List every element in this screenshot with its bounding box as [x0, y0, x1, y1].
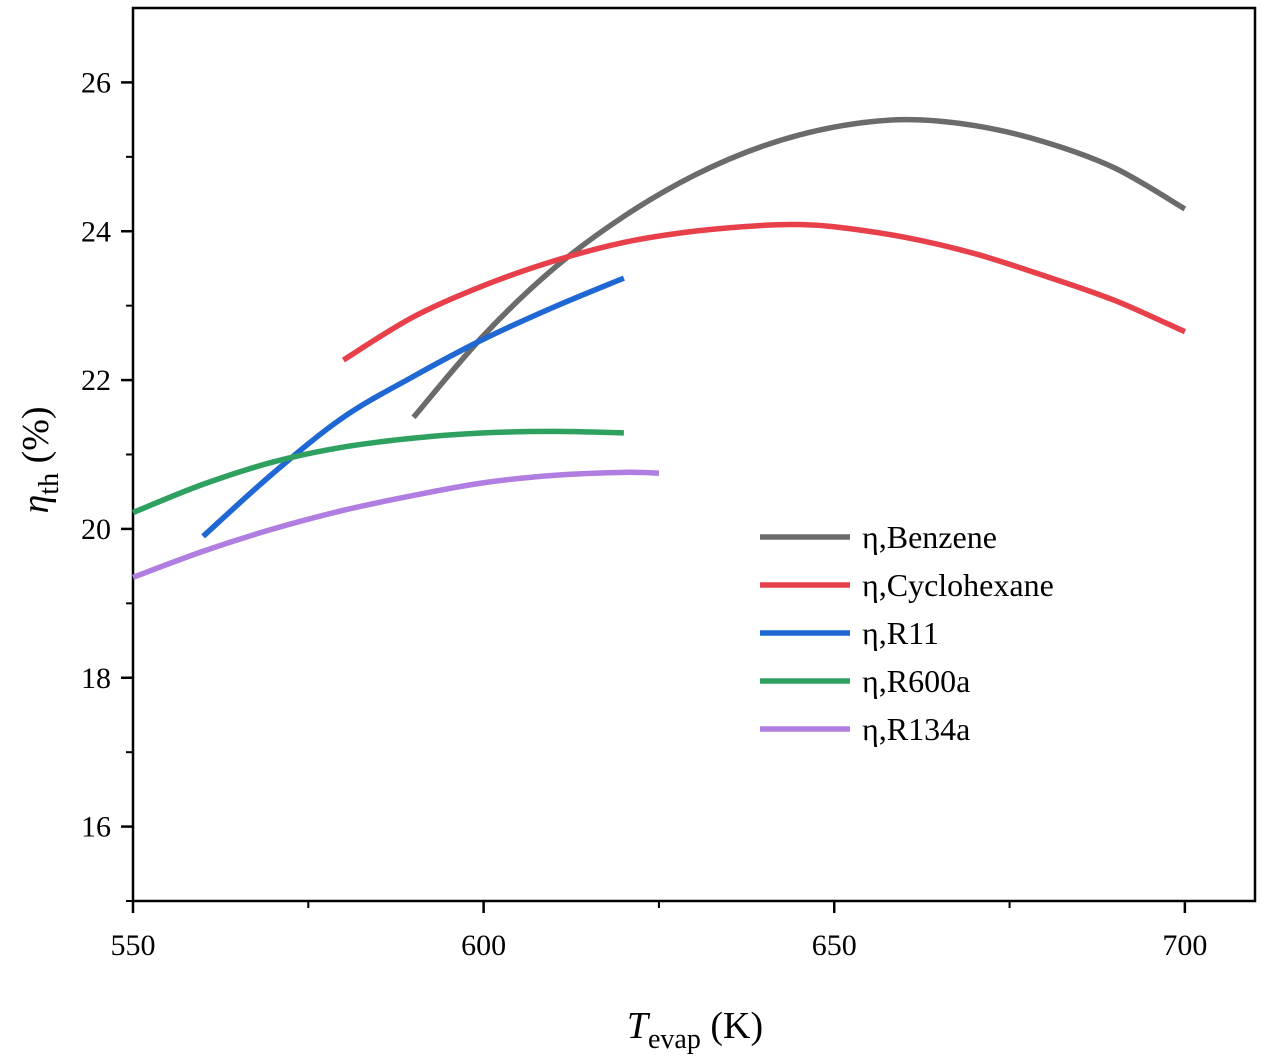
series-lines — [131, 116, 1187, 580]
y-tick-label: 26 — [81, 66, 111, 99]
series-line-r134a — [132, 469, 660, 580]
x-tick-label: 600 — [461, 929, 506, 962]
axis-ticks: 550 600 650 700 16 18 20 22 24 26 — [81, 66, 1207, 962]
series-line-cyclohexane — [341, 221, 1186, 363]
y-tick-label: 18 — [81, 662, 111, 695]
legend-label-r600a: η,R600a — [862, 663, 970, 699]
legend-label-r11: η,R11 — [862, 615, 939, 651]
legend-label-cyclohexane: η,Cyclohexane — [862, 567, 1054, 603]
series-line-benzene — [411, 116, 1187, 420]
legend: η,Benzene η,Cyclohexane η,R11 η,R600a η,R134… — [760, 519, 1054, 747]
x-tick-label: 700 — [1162, 929, 1207, 962]
y-tick-label: 20 — [81, 513, 111, 546]
legend-label-r134a: η,R134a — [862, 711, 970, 747]
x-tick-label: 650 — [812, 929, 857, 962]
legend-label-benzene: η,Benzene — [862, 519, 997, 555]
y-axis-title: ηth (%) — [15, 406, 65, 513]
series-line-r11 — [201, 275, 625, 539]
y-tick-label: 22 — [81, 364, 111, 397]
series-line-r600a — [131, 428, 624, 516]
y-tick-label: 24 — [81, 215, 111, 248]
x-tick-label: 550 — [111, 929, 156, 962]
y-tick-label: 16 — [81, 811, 111, 844]
x-axis-title: Tevap (K) — [627, 1005, 763, 1055]
